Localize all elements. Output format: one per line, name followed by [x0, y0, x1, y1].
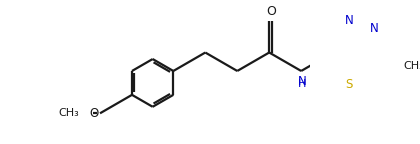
Text: N: N: [298, 75, 307, 88]
Text: O: O: [266, 5, 276, 18]
Text: N: N: [370, 22, 379, 35]
Text: N: N: [344, 14, 353, 27]
Text: CH₃: CH₃: [58, 108, 79, 118]
Text: O: O: [90, 107, 99, 120]
Text: H: H: [298, 79, 307, 89]
Text: CH₃: CH₃: [404, 61, 420, 71]
Text: S: S: [345, 78, 353, 91]
